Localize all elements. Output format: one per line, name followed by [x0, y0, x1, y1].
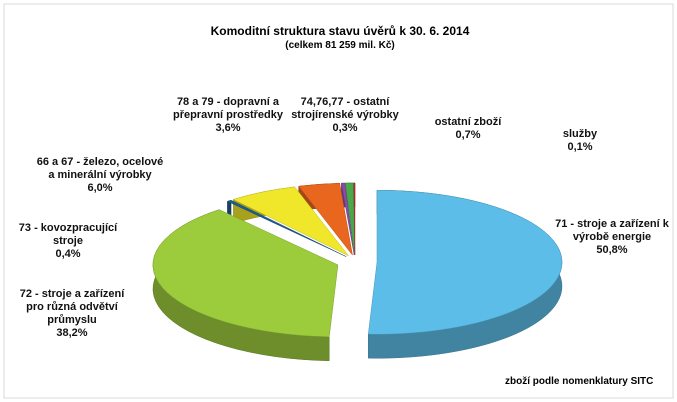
slice-label: 72 - stroje a zařízení pro různá odvětví…	[12, 288, 132, 340]
value-label: 0,4%	[55, 248, 81, 260]
slice	[226, 199, 347, 257]
slice-label: 66 a 67 - železo, ocelové a minerální vý…	[35, 156, 165, 195]
value-label: 0,3%	[332, 122, 358, 134]
value-label: 6,0%	[87, 182, 113, 194]
category-label: 66 a 67 - železo, ocelové a minerální vý…	[36, 156, 164, 181]
category-label: 73 - kovozpracující stroje	[18, 222, 118, 247]
category-label: 71 - stroje a zařízení k výrobě energie	[555, 218, 669, 243]
value-label: 0,7%	[455, 129, 481, 141]
value-label: 3,6%	[215, 122, 241, 134]
chart-subtitle: (celkem 81 259 mil. Kč)	[285, 40, 395, 51]
slice-label: 74,76,77 - ostatní strojírenské výrobky 0…	[285, 96, 405, 135]
slice	[152, 209, 339, 338]
slice	[232, 186, 349, 257]
annotation: zboží podle nomenklatury SITC	[505, 376, 654, 387]
value-label: 38,2%	[56, 327, 88, 339]
category-label: 74,76,77 - ostatní strojírenské výrobky	[291, 96, 399, 121]
slice-label: 73 - kovozpracující stroje 0,4%	[13, 222, 123, 261]
slice	[341, 182, 355, 256]
slice	[353, 182, 356, 256]
value-label: 50,8%	[596, 244, 628, 256]
slice	[345, 182, 355, 256]
category-label: 72 - stroje a zařízení pro různá odvětví…	[19, 288, 125, 326]
slice-label: 78 a 79 - dopravní a přepravní prostředk…	[158, 96, 298, 135]
frame	[3, 3, 674, 399]
category-label: ostatní zboží	[434, 116, 502, 128]
slice	[298, 183, 353, 256]
category-label: služby	[562, 128, 598, 140]
value-label: 0,1%	[567, 141, 593, 153]
slice-label: služby 0,1%	[550, 128, 610, 154]
slice-label: ostatní zboží 0,7%	[423, 116, 513, 142]
slice	[368, 190, 563, 335]
chart-title: Komoditní struktura stavu úvěrů k 30. 6.…	[210, 24, 470, 38]
category-label: 78 a 79 - dopravní a přepravní prostředk…	[172, 96, 284, 121]
slice-label: 71 - stroje a zařízení k výrobě energie 5…	[542, 218, 677, 257]
